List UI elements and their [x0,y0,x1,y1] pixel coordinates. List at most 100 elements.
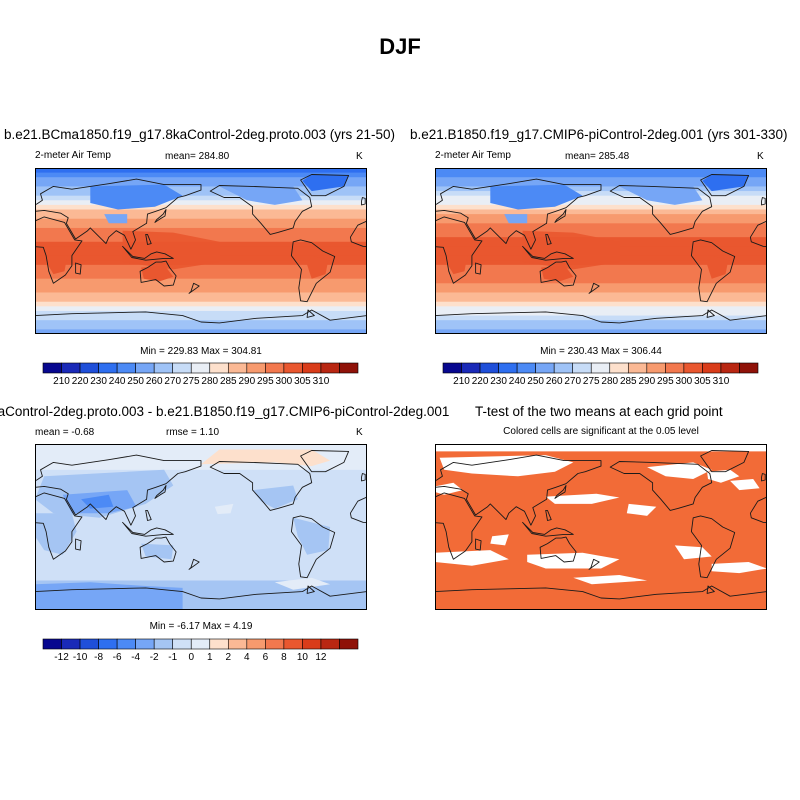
non-significant-regions [435,444,767,585]
coastline-eurasia [435,454,602,526]
coastline-japan [154,485,167,499]
non-significant-region [647,462,712,479]
colorbar-box [339,362,359,374]
coastlines [435,174,767,334]
colorbar-box [61,362,81,374]
coastlines [35,174,367,334]
temperature-band [35,177,367,183]
colorbar-tick-label: 2 [226,652,232,663]
panel1-map [35,168,367,334]
coastline-antarctica-peninsula [706,309,715,318]
temperature-band [35,320,367,326]
colorbar-box [646,362,666,374]
panel1-mean-label: mean= 284.80 [165,151,230,162]
colorbar-tick-label: 295 [257,376,274,387]
temperature-band [35,310,367,317]
panel4-map [435,444,767,610]
coastline-north-america [209,461,313,511]
colorbar-box [135,638,155,650]
non-significant-region [730,479,760,491]
coastline-indonesia [522,521,574,537]
coastline-uk-wrap [361,473,366,482]
coastline-antarctica [435,309,767,334]
panel3-map [35,444,367,610]
temperature-band [435,172,767,178]
coastline-indonesia [122,521,174,537]
colorbar-box [153,362,174,374]
colorbar-box [190,362,211,374]
coastline-antarctica [35,585,367,610]
colorbar-box [498,362,518,374]
coastline-north-america [609,185,713,235]
coastline-australia [139,536,177,563]
colorbar-tick-label: 275 [583,376,600,387]
colorbar-tick-label: 280 [201,376,218,387]
coastline-greenland [300,174,350,197]
temperature-band [435,204,767,211]
colorbar-box [79,638,99,650]
colorbar-box [79,362,99,374]
colorbar-box [42,638,62,650]
panel1-units-label: K [356,151,363,162]
pacific-warm-patch [214,503,234,515]
non-significant-region [711,562,767,574]
temperature-band [35,195,367,201]
map-frame [435,168,767,334]
coastline-australia [139,260,177,287]
non-significant-region [707,469,740,483]
non-significant-region [490,534,509,546]
temperature-band [35,329,367,334]
australia-cool [141,543,174,560]
temperature-band [35,232,367,238]
coastline-japan [554,209,567,223]
coastline-new-zealand [188,558,200,570]
colorbar-box [209,638,229,650]
colorbar-box [572,362,592,374]
coastline-eurasia [435,178,602,250]
colorbar-box [246,638,266,650]
colorbar-tick-label: 230 [90,376,107,387]
colorbar-box [98,638,118,650]
coastline-philippines [145,509,152,521]
colorbar-tick-label: 270 [564,376,581,387]
colorbar-tick-label: 250 [527,376,544,387]
colorbar-tick-label: 8 [281,652,287,663]
map-frame [35,168,367,334]
coastline-madagascar [475,538,482,551]
coastline-philippines [545,233,552,245]
temperature-band [435,292,767,298]
colorbar-box [739,362,759,374]
temperature-band [435,301,767,307]
non-significant-region [435,550,509,566]
temperature-band [35,324,367,330]
colorbar-tick-label: 210 [453,376,470,387]
temperature-band [435,218,767,224]
panel3-stats: Min = -6.17 Max = 4.19 [149,621,253,632]
colorbar-box [227,362,248,374]
colorbar-tick-label: -2 [150,652,159,663]
colorbar-tick-label: -8 [94,652,103,663]
temperature-field [35,168,367,334]
colorbar-tick-label: 210 [53,376,70,387]
coastline-antarctica-peninsula [306,585,315,594]
coastline-japan [554,485,567,499]
colorbar-box [246,362,266,374]
colorbar-tick-label: -4 [131,652,140,663]
panel3-units-label: K [356,427,363,438]
coastline-north-america [609,461,713,511]
temperature-band [35,209,367,215]
colorbar-tick-label: 260 [546,376,563,387]
coastline-madagascar [75,262,82,275]
colorbar-box [442,362,462,374]
colorbar-tick-label: 220 [72,376,89,387]
colorbar-box [265,638,285,650]
panel3-title: b.e21.BCma1850.f19_g17.8kaControl-2deg.p… [0,404,450,419]
colorbar-tick-label: 260 [146,376,163,387]
coastline-south-america [690,239,736,303]
temperature-band [35,278,367,284]
coastline-new-zealand [588,282,600,294]
colorbar-box [461,362,481,374]
temperature-band [35,227,367,234]
coastlines [435,450,767,610]
colorbar-tick-label: 290 [238,376,255,387]
